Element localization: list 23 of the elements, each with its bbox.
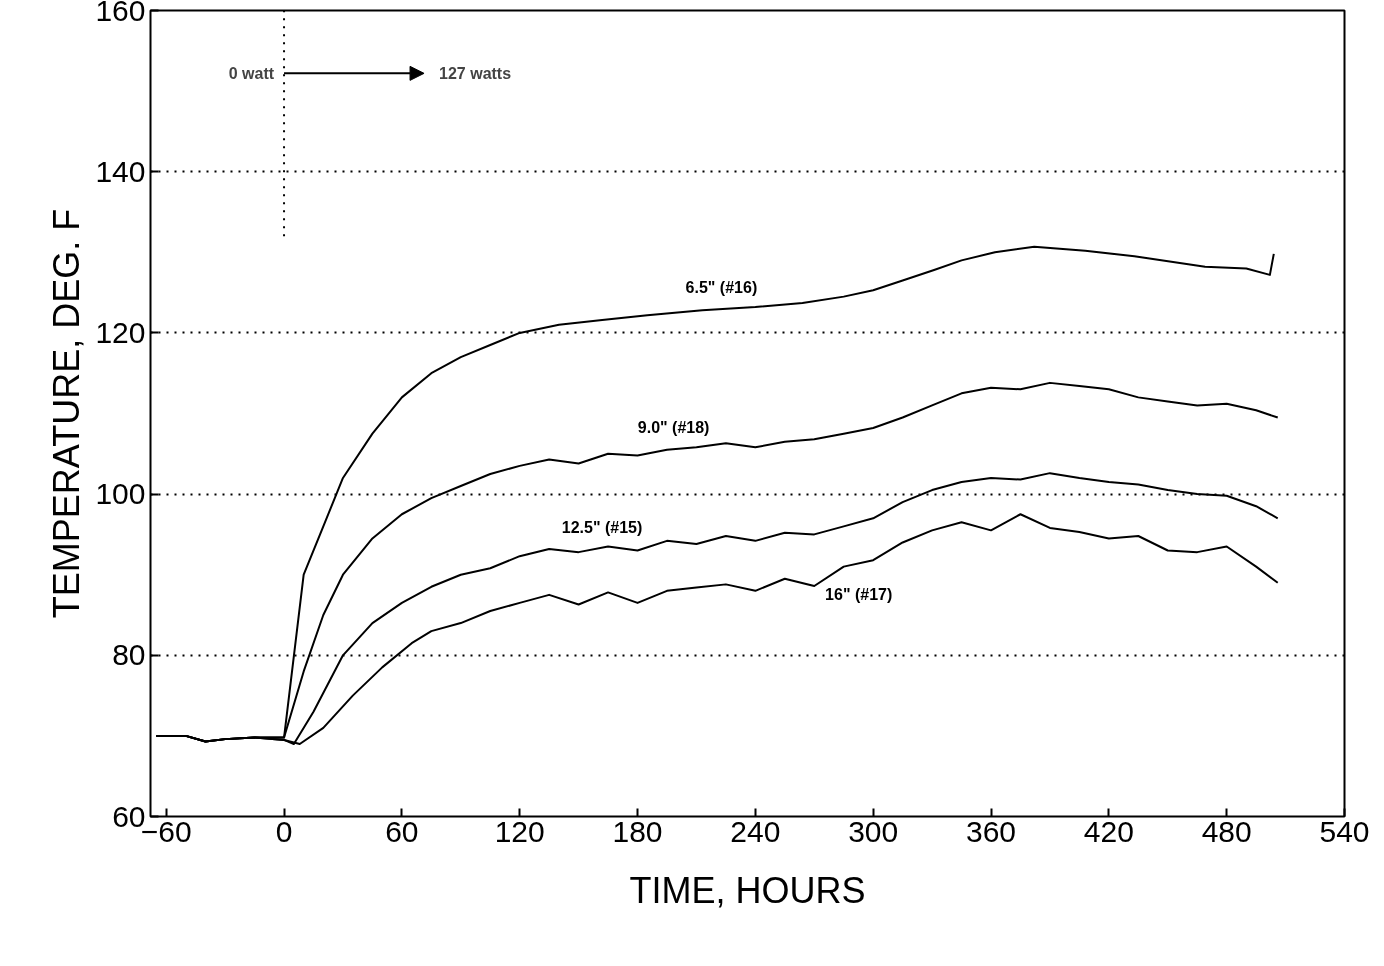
x-tick-label: 240 xyxy=(730,814,781,848)
annotation: 0 watt xyxy=(228,64,275,82)
series-label: 12.5" (#15) xyxy=(561,518,643,536)
x-axis-title: TIME, HOURS xyxy=(629,869,866,911)
y-axis-title: TEMPERATURE, DEG. F xyxy=(46,208,88,619)
y-tick-label: 140 xyxy=(95,154,146,188)
series-label: 6.5" (#16) xyxy=(685,278,758,296)
x-tick-label: 180 xyxy=(612,814,663,848)
y-tick-label: 160 xyxy=(95,0,146,27)
y-tick-label: 100 xyxy=(95,477,146,511)
x-tick-label: 0 xyxy=(275,814,293,848)
x-tick-label: 120 xyxy=(494,814,545,848)
series-label: 9.0" (#18) xyxy=(637,418,710,436)
x-tick-label: 540 xyxy=(1319,814,1370,848)
x-tick-label: 60 xyxy=(385,814,419,848)
x-tick-label: 300 xyxy=(848,814,899,848)
annotation: 127 watts xyxy=(439,64,512,82)
y-tick-label: 80 xyxy=(112,638,146,672)
y-tick-label: 120 xyxy=(95,315,146,349)
x-tick-label: 360 xyxy=(965,814,1017,848)
series-label: 16" (#17) xyxy=(825,586,893,604)
x-tick-label: 480 xyxy=(1201,814,1252,848)
x-tick-label: 420 xyxy=(1083,814,1134,848)
